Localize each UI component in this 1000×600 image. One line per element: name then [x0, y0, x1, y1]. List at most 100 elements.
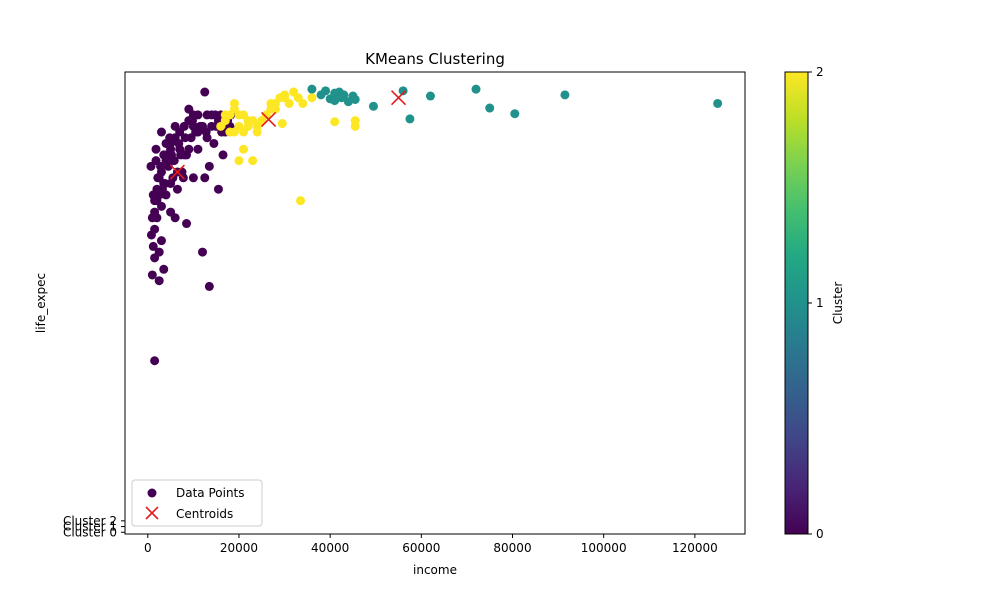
data-point-cluster-2 — [220, 116, 230, 126]
x-tick-label: 100000 — [581, 541, 627, 555]
colorbar-tick-label: 2 — [816, 65, 824, 79]
data-point-cluster-0 — [201, 127, 211, 137]
data-point-cluster-2 — [284, 98, 294, 108]
data-point-cluster-1 — [337, 93, 347, 103]
data-point-cluster-0 — [188, 173, 198, 183]
data-point-cluster-1 — [405, 114, 415, 124]
data-point-cluster-2 — [289, 87, 299, 97]
x-tick-label: 80000 — [493, 541, 531, 555]
data-point-cluster-2 — [307, 93, 317, 103]
data-point-cluster-0 — [156, 236, 166, 246]
data-point-cluster-0 — [184, 104, 194, 114]
data-point-cluster-0 — [174, 138, 184, 148]
centroids-layer — [169, 90, 407, 180]
data-point-cluster-0 — [204, 281, 214, 291]
data-point-cluster-0 — [146, 230, 156, 240]
y-tick-label: Cluster 2 — [63, 514, 117, 528]
data-point-cluster-0 — [198, 247, 207, 257]
legend-data-points-label: Data Points — [176, 486, 245, 500]
data-point-cluster-0 — [165, 133, 175, 143]
data-point-cluster-0 — [182, 219, 192, 229]
legend-box — [131, 479, 263, 527]
colorbar: 0 1 2 Cluster — [784, 65, 845, 541]
data-point-cluster-2 — [277, 118, 287, 128]
data-points-layer — [146, 84, 723, 366]
data-point-cluster-2 — [298, 98, 308, 108]
data-point-cluster-2 — [330, 117, 340, 127]
data-point-cluster-0 — [193, 110, 203, 120]
data-point-cluster-0 — [148, 241, 158, 251]
x-tick-label: 20000 — [220, 541, 258, 555]
data-point-cluster-1 — [307, 84, 317, 94]
data-point-cluster-0 — [146, 161, 156, 171]
data-point-cluster-1 — [330, 96, 340, 106]
centroid-marker-0 — [169, 164, 185, 180]
y-tick-label: Cluster 0 — [63, 525, 117, 539]
data-point-cluster-0 — [209, 138, 219, 148]
data-point-cluster-1 — [368, 101, 378, 111]
data-point-cluster-0 — [180, 133, 190, 143]
x-tick-label: 0 — [144, 541, 152, 555]
data-point-cluster-0 — [213, 184, 223, 194]
data-point-cluster-2 — [239, 144, 249, 154]
colorbar-tick-label: 0 — [816, 527, 824, 541]
data-point-cluster-2 — [280, 90, 290, 100]
legend-centroids-marker — [145, 506, 159, 520]
data-point-cluster-1 — [485, 103, 495, 113]
data-point-cluster-2 — [350, 116, 360, 126]
colorbar-gradient — [784, 71, 809, 535]
data-point-cluster-1 — [425, 91, 435, 101]
data-point-cluster-1 — [560, 90, 570, 100]
colorbar-label: Cluster — [831, 282, 845, 325]
x-tick-label: 120000 — [672, 541, 718, 555]
data-point-cluster-0 — [159, 264, 169, 274]
colorbar-tick-label: 1 — [816, 296, 824, 310]
chart-title: KMeans Clustering — [365, 50, 505, 68]
x-axis-label: income — [413, 563, 457, 577]
data-point-cluster-0 — [200, 87, 210, 97]
colorbar-ticks: 0 1 2 — [808, 65, 824, 541]
data-point-cluster-0 — [160, 178, 170, 188]
data-point-cluster-0 — [147, 270, 157, 280]
data-point-cluster-0 — [156, 201, 166, 211]
data-point-cluster-0 — [156, 161, 166, 171]
data-point-cluster-1 — [343, 97, 353, 107]
data-point-cluster-0 — [170, 121, 180, 131]
data-point-cluster-2 — [225, 127, 235, 137]
data-point-cluster-0 — [204, 161, 214, 171]
data-point-cluster-2 — [229, 98, 239, 108]
data-point-cluster-0 — [153, 173, 163, 183]
data-point-cluster-0 — [154, 247, 164, 257]
data-point-cluster-1 — [713, 98, 723, 108]
plot-frame — [124, 71, 746, 535]
y-axis-label: life_expec — [34, 273, 48, 333]
x-tick-label: 60000 — [402, 541, 440, 555]
data-point-cluster-0 — [218, 150, 228, 160]
data-point-cluster-0 — [150, 356, 160, 366]
data-point-cluster-0 — [191, 127, 201, 137]
data-point-cluster-1 — [471, 84, 481, 94]
y-tick-label: Cluster 1 — [63, 520, 117, 534]
centroid-marker-2 — [390, 90, 407, 106]
x-axis-ticks: 0 20000 40000 60000 80000 100000 120000 — [144, 534, 718, 555]
data-point-cluster-0 — [172, 184, 182, 194]
data-point-cluster-2 — [243, 121, 253, 131]
data-point-cluster-2 — [266, 98, 276, 108]
data-point-cluster-0 — [187, 116, 197, 126]
data-point-cluster-0 — [151, 144, 161, 154]
data-point-cluster-2 — [248, 156, 258, 166]
centroid-marker-1 — [261, 111, 277, 128]
data-point-cluster-0 — [154, 276, 164, 286]
data-point-cluster-1 — [510, 109, 520, 119]
data-point-cluster-2 — [252, 127, 262, 137]
legend-data-points-marker — [147, 488, 157, 498]
data-point-cluster-1 — [350, 94, 360, 104]
data-point-cluster-0 — [156, 127, 166, 137]
data-point-cluster-2 — [296, 196, 306, 206]
legend-centroids-label: Centroids — [176, 507, 233, 521]
data-point-cluster-0 — [200, 173, 210, 183]
data-point-cluster-0 — [210, 110, 220, 120]
data-point-cluster-1 — [316, 90, 326, 100]
